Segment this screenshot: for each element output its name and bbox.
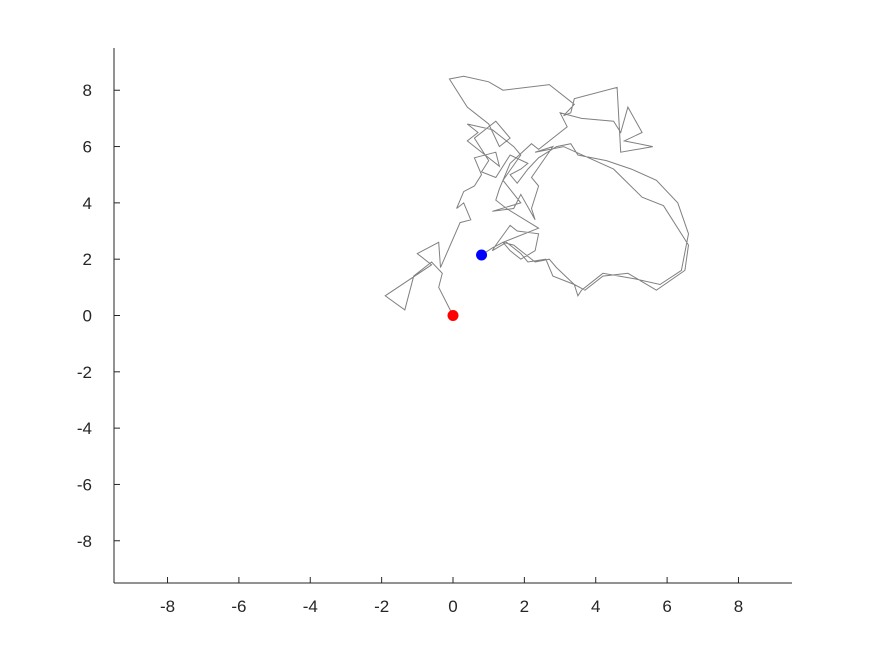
markers bbox=[447, 249, 488, 321]
x-tick-label: 8 bbox=[734, 597, 743, 616]
x-tick-label: 6 bbox=[662, 597, 671, 616]
walk-path-line bbox=[384, 75, 690, 316]
y-tick-label: 4 bbox=[83, 194, 92, 213]
x-tick-label: -8 bbox=[160, 597, 175, 616]
end-point-marker bbox=[476, 249, 488, 261]
x-tick-label: 2 bbox=[520, 597, 529, 616]
ticks: -8 -6 -4 -2 0 2 4 6 8 8 6 4 2 0 -2 -4 -6 -8 bbox=[77, 81, 743, 616]
x-tick-label: -2 bbox=[374, 597, 389, 616]
x-tick-label: -4 bbox=[303, 597, 318, 616]
y-tick-label: 2 bbox=[83, 250, 92, 269]
y-tick-label: 8 bbox=[83, 81, 92, 100]
y-tick-label: -8 bbox=[77, 532, 92, 551]
x-tick-label: 0 bbox=[448, 597, 457, 616]
x-tick-label: -6 bbox=[231, 597, 246, 616]
y-tick-label: 0 bbox=[83, 307, 92, 326]
y-tick-label: -4 bbox=[77, 419, 92, 438]
start-point-marker bbox=[447, 310, 459, 321]
y-tick-label: 6 bbox=[83, 138, 92, 157]
y-tick-label: -6 bbox=[77, 475, 92, 494]
y-tick-label: -2 bbox=[77, 363, 92, 382]
walk-path-layer bbox=[384, 75, 690, 316]
x-tick-label: 4 bbox=[591, 597, 600, 616]
